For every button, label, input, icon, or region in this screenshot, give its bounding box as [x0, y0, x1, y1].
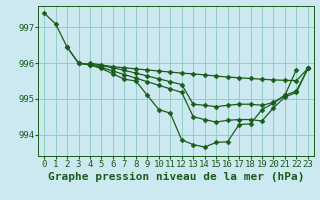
- X-axis label: Graphe pression niveau de la mer (hPa): Graphe pression niveau de la mer (hPa): [48, 172, 304, 182]
